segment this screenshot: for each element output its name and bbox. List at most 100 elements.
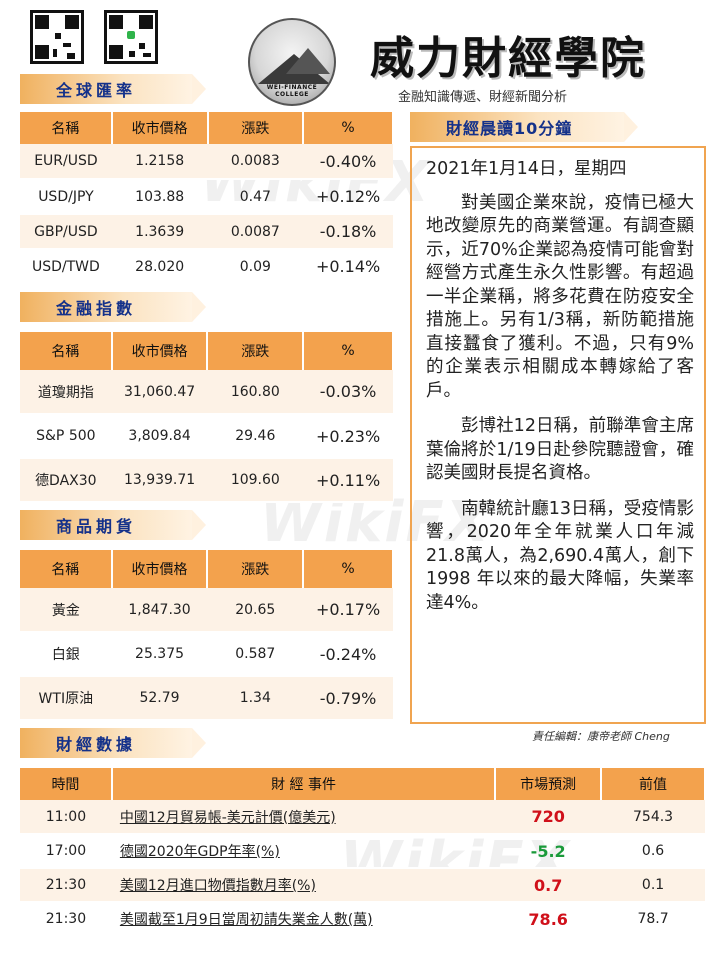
- table-row: GBP/USD 1.3639 0.0087 -0.18%: [20, 214, 393, 250]
- fx-pct: +0.12%: [303, 179, 393, 215]
- fx-price: 28.020: [111, 249, 208, 285]
- fx-pct: -0.40%: [303, 144, 393, 180]
- section-tag-fx: 全球匯率: [20, 74, 206, 104]
- table-row: USD/TWD 28.020 0.09 +0.14%: [20, 249, 393, 285]
- col-forecast: 市場預測: [495, 768, 603, 800]
- index-change: 29.46: [207, 414, 304, 459]
- econ-prev: 0.1: [601, 868, 705, 903]
- econ-forecast: 78.6: [495, 902, 602, 937]
- fx-change: 0.47: [207, 179, 304, 215]
- commodity-change: 20.65: [207, 588, 304, 633]
- article-date: 2021年1月14日，星期四: [426, 159, 627, 179]
- section-tag-econ: 財經數據: [20, 728, 206, 758]
- fx-change: 0.09: [207, 249, 304, 285]
- index-name: 道瓊期指: [20, 370, 112, 415]
- commodity-name: WTI原油: [20, 676, 112, 721]
- table-row: 21:30 美國截至1月9日當周初請失業金人數(萬) 78.6 78.7: [20, 902, 705, 937]
- table-row: 白銀 25.375 0.587 -0.24%: [20, 632, 393, 677]
- col-event: 財 經 事件: [111, 768, 497, 800]
- table-row: WTI原油 52.79 1.34 -0.79%: [20, 676, 393, 721]
- commodity-pct: -0.79%: [303, 676, 393, 721]
- col-price: 收市價格: [111, 550, 209, 588]
- table-row: 11:00 中國12月貿易帳-美元計價(億美元) 720 754.3: [20, 800, 705, 835]
- commodity-price: 25.375: [111, 632, 208, 677]
- table-row: 17:00 德國2020年GDP年率(%) -5.2 0.6: [20, 834, 705, 869]
- brand-subtitle: 金融知識傳遞、財經新聞分析: [398, 90, 568, 105]
- table-row: 黃金 1,847.30 20.65 +0.17%: [20, 588, 393, 633]
- col-change: 漲跌: [207, 332, 305, 370]
- index-pct: +0.11%: [303, 458, 393, 503]
- fx-pct: -0.18%: [303, 214, 393, 250]
- fx-price: 103.88: [111, 179, 208, 215]
- table-header-row: 名稱 收市價格 漲跌 %: [20, 332, 394, 370]
- col-name: 名稱: [20, 332, 113, 370]
- index-pct: -0.03%: [303, 370, 393, 415]
- col-pct: %: [303, 332, 394, 370]
- section-tag-indices: 金融指數: [20, 292, 206, 322]
- commodity-pct: -0.24%: [303, 632, 393, 677]
- section-tag-news: 財經晨讀10分鐘: [410, 112, 638, 142]
- index-change: 160.80: [207, 370, 304, 415]
- qr-code-icon: [30, 10, 84, 64]
- index-pct: +0.23%: [303, 414, 393, 459]
- col-pct: %: [303, 112, 394, 144]
- fx-name: USD/JPY: [20, 179, 112, 215]
- fx-price: 1.2158: [111, 144, 208, 180]
- econ-event: 美國截至1月9日當周初請失業金人數(萬): [111, 902, 496, 937]
- fx-name: GBP/USD: [20, 214, 112, 250]
- brand-title: 威力財經學院: [370, 33, 646, 84]
- fx-change: 0.0087: [207, 214, 304, 250]
- table-header-row: 時間 財 經 事件 市場預測 前值: [20, 768, 706, 800]
- commodity-table: 名稱 收市價格 漲跌 % 黃金 1,847.30 20.65 +0.17% 白銀…: [20, 550, 394, 721]
- col-prev: 前值: [601, 768, 706, 800]
- table-header-row: 名稱 收市價格 漲跌 %: [20, 112, 394, 144]
- fx-table: 名稱 收市價格 漲跌 % EUR/USD 1.2158 0.0083 -0.40…: [20, 112, 394, 285]
- commodity-change: 1.34: [207, 676, 304, 721]
- brand-logo: WEI-FINANCE COLLEGE: [248, 18, 336, 106]
- fx-name: EUR/USD: [20, 144, 112, 180]
- econ-time: 21:30: [20, 868, 112, 903]
- econ-forecast: -5.2: [495, 834, 602, 869]
- col-change: 漲跌: [207, 550, 305, 588]
- article-paragraph: 對美國企業來說，疫情已極大地改變原先的商業營運。有調查顯示，近70%企業認為疫情…: [426, 192, 694, 401]
- table-row: S&P 500 3,809.84 29.46 +0.23%: [20, 414, 393, 459]
- table-row: 21:30 美國12月進口物價指數月率(%) 0.7 0.1: [20, 868, 705, 903]
- index-price: 31,060.47: [111, 370, 208, 415]
- econ-event: 德國2020年GDP年率(%): [111, 834, 496, 869]
- col-pct: %: [303, 550, 394, 588]
- index-table: 名稱 收市價格 漲跌 % 道瓊期指 31,060.47 160.80 -0.03…: [20, 332, 394, 503]
- fx-name: USD/TWD: [20, 249, 112, 285]
- fx-change: 0.0083: [207, 144, 304, 180]
- index-change: 109.60: [207, 458, 304, 503]
- commodity-name: 白銀: [20, 632, 112, 677]
- econ-time: 11:00: [20, 800, 112, 835]
- table-row: 道瓊期指 31,060.47 160.80 -0.03%: [20, 370, 393, 415]
- article-paragraph: 南韓統計廳13日稱，受疫情影響，2020年全年就業人口年減21.8萬人，為2,6…: [426, 498, 694, 613]
- commodity-price: 1,847.30: [111, 588, 208, 633]
- col-name: 名稱: [20, 112, 113, 144]
- econ-event: 美國12月進口物價指數月率(%): [111, 868, 496, 903]
- index-price: 3,809.84: [111, 414, 208, 459]
- index-name: 德DAX30: [20, 458, 112, 503]
- col-price: 收市價格: [111, 332, 209, 370]
- col-change: 漲跌: [207, 112, 305, 144]
- fx-pct: +0.14%: [303, 249, 393, 285]
- qr-code-icon: [104, 10, 158, 64]
- commodity-pct: +0.17%: [303, 588, 393, 633]
- article-paragraph: 彭博社12日稱，前聯準會主席葉倫將於1/19日赴參院聽證會，確認美國財長提名資格…: [426, 416, 694, 483]
- table-row: USD/JPY 103.88 0.47 +0.12%: [20, 179, 393, 215]
- commodity-change: 0.587: [207, 632, 304, 677]
- logo-text: WEI-FINANCE COLLEGE: [266, 84, 318, 98]
- index-price: 13,939.71: [111, 458, 208, 503]
- news-article: 2021年1月14日，星期四 對美國企業來說，疫情已極大地改變原先的商業營運。有…: [410, 146, 706, 724]
- commodity-name: 黃金: [20, 588, 112, 633]
- col-price: 收市價格: [111, 112, 209, 144]
- econ-table: 時間 財 經 事件 市場預測 前值 11:00 中國12月貿易帳-美元計價(億美…: [20, 768, 706, 937]
- commodity-price: 52.79: [111, 676, 208, 721]
- table-header-row: 名稱 收市價格 漲跌 %: [20, 550, 394, 588]
- article-editor: 責任編輯：康帝老師 Cheng: [532, 730, 670, 743]
- index-name: S&P 500: [20, 414, 112, 459]
- econ-prev: 754.3: [601, 800, 705, 835]
- table-row: EUR/USD 1.2158 0.0083 -0.40%: [20, 144, 393, 180]
